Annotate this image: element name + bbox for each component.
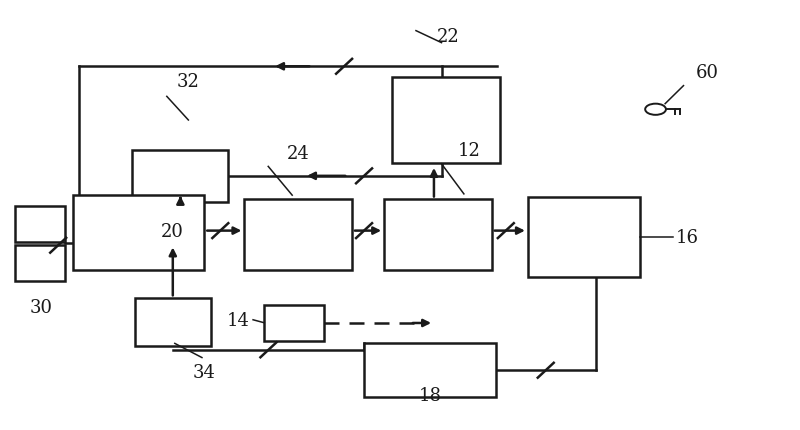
Text: 20: 20 — [161, 222, 183, 240]
Text: 24: 24 — [286, 145, 309, 163]
FancyBboxPatch shape — [264, 305, 324, 341]
FancyBboxPatch shape — [73, 196, 204, 271]
FancyBboxPatch shape — [133, 150, 228, 202]
Text: 14: 14 — [227, 311, 250, 329]
FancyBboxPatch shape — [15, 206, 65, 243]
FancyBboxPatch shape — [15, 245, 65, 282]
FancyBboxPatch shape — [392, 78, 500, 163]
FancyBboxPatch shape — [528, 198, 639, 277]
Text: 18: 18 — [419, 386, 442, 404]
FancyBboxPatch shape — [244, 200, 352, 271]
Text: 16: 16 — [675, 228, 698, 246]
Text: 32: 32 — [177, 73, 200, 91]
FancyBboxPatch shape — [384, 200, 492, 271]
Text: 34: 34 — [193, 363, 216, 381]
Text: 60: 60 — [696, 64, 719, 82]
Text: 30: 30 — [30, 298, 53, 316]
Text: 22: 22 — [437, 28, 459, 46]
FancyBboxPatch shape — [364, 344, 496, 397]
Text: 12: 12 — [458, 141, 481, 159]
FancyBboxPatch shape — [135, 298, 210, 346]
